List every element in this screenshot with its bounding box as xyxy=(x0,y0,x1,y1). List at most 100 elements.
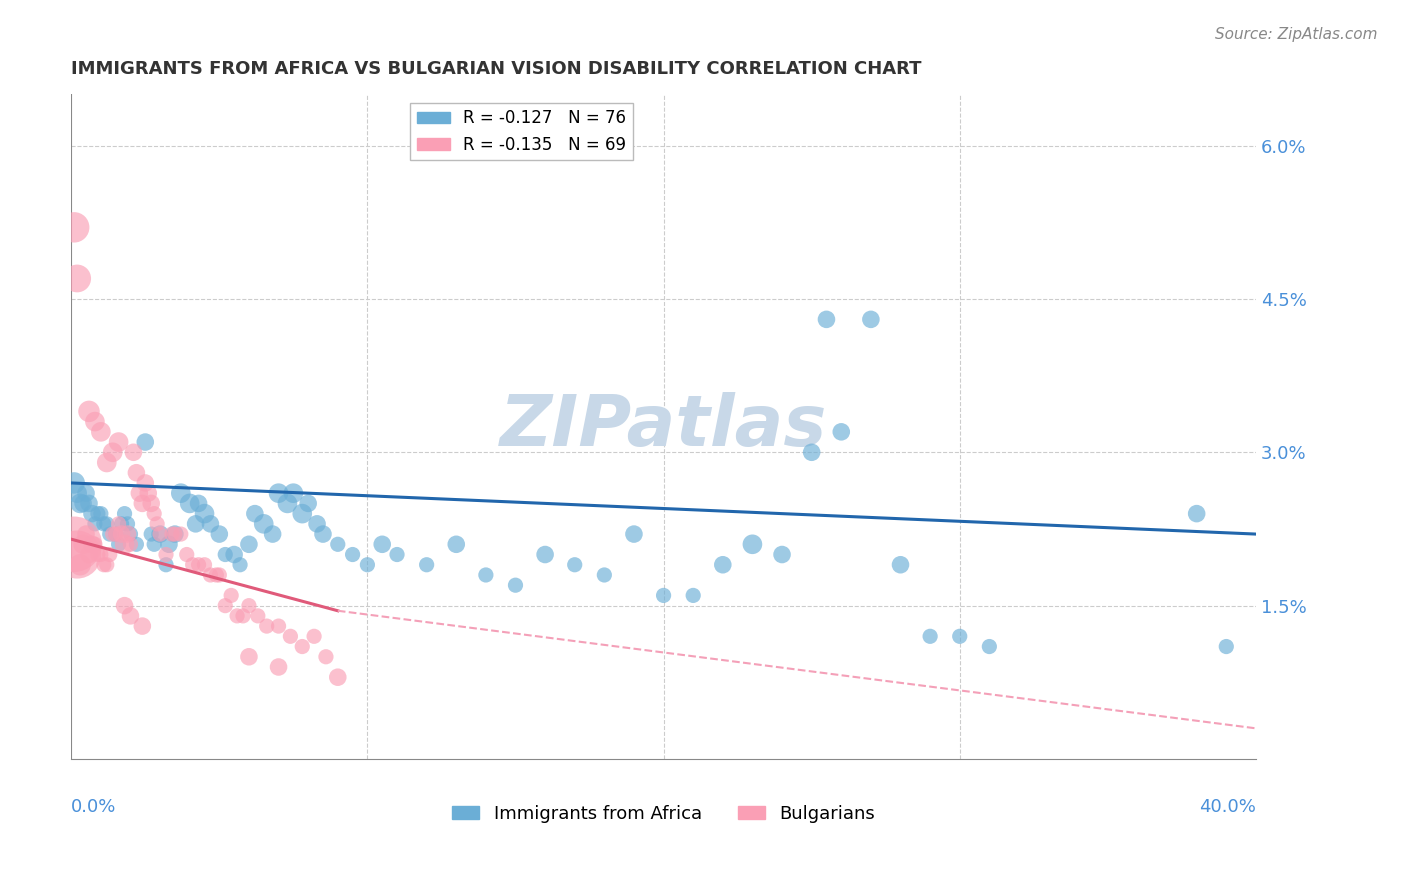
Point xyxy=(120,527,142,541)
Point xyxy=(256,619,278,633)
Point xyxy=(80,507,103,521)
Text: ZIPatlas: ZIPatlas xyxy=(501,392,827,461)
Point xyxy=(280,629,302,643)
Point xyxy=(87,507,110,521)
Point xyxy=(246,608,269,623)
Point xyxy=(226,608,249,623)
Point xyxy=(143,537,166,551)
Point xyxy=(77,496,100,510)
Point xyxy=(219,589,242,603)
Point xyxy=(84,537,107,551)
Point xyxy=(101,445,124,459)
Point xyxy=(114,507,136,521)
Point xyxy=(141,527,163,541)
Point xyxy=(283,486,305,500)
Point xyxy=(75,486,97,500)
Point xyxy=(131,619,153,633)
Point xyxy=(149,527,172,541)
Point xyxy=(104,527,127,541)
Point xyxy=(69,558,91,572)
Point xyxy=(385,548,408,562)
Point xyxy=(107,516,129,531)
Point xyxy=(564,558,586,572)
Point xyxy=(90,507,112,521)
Point xyxy=(120,608,142,623)
Point xyxy=(149,527,172,541)
Point xyxy=(146,516,169,531)
Point xyxy=(534,548,557,562)
Point xyxy=(623,527,645,541)
Point xyxy=(107,435,129,450)
Text: Source: ZipAtlas.com: Source: ZipAtlas.com xyxy=(1215,27,1378,42)
Point xyxy=(253,516,276,531)
Point xyxy=(179,496,201,510)
Point xyxy=(193,507,215,521)
Point xyxy=(107,537,129,551)
Point xyxy=(90,425,112,439)
Point xyxy=(1215,640,1237,654)
Point xyxy=(84,516,107,531)
Point xyxy=(267,660,290,674)
Point xyxy=(170,527,193,541)
Point xyxy=(75,527,97,541)
Point xyxy=(224,548,246,562)
Point xyxy=(114,537,136,551)
Point xyxy=(155,548,177,562)
Point xyxy=(208,568,231,582)
Point xyxy=(342,548,364,562)
Point xyxy=(96,516,118,531)
Point xyxy=(77,404,100,418)
Point xyxy=(66,271,89,285)
Point xyxy=(302,629,325,643)
Point xyxy=(238,599,260,613)
Point xyxy=(117,527,139,541)
Point xyxy=(889,558,911,572)
Point xyxy=(505,578,527,592)
Point xyxy=(1185,507,1208,521)
Point xyxy=(125,466,148,480)
Point xyxy=(307,516,329,531)
Point xyxy=(859,312,882,326)
Point xyxy=(84,415,107,429)
Point xyxy=(63,475,86,490)
Point xyxy=(69,496,91,510)
Point xyxy=(238,649,260,664)
Point xyxy=(815,312,838,326)
Point xyxy=(87,548,110,562)
Point xyxy=(114,599,136,613)
Point xyxy=(63,220,86,235)
Point xyxy=(184,516,207,531)
Point xyxy=(110,527,132,541)
Point xyxy=(682,589,704,603)
Point xyxy=(193,558,215,572)
Point xyxy=(187,496,209,510)
Point xyxy=(214,599,236,613)
Point xyxy=(356,558,378,572)
Point xyxy=(122,445,145,459)
Point xyxy=(315,649,337,664)
Point xyxy=(66,548,89,562)
Point xyxy=(131,496,153,510)
Point xyxy=(415,558,437,572)
Point xyxy=(205,568,228,582)
Point xyxy=(120,537,142,551)
Point xyxy=(181,558,204,572)
Point xyxy=(110,516,132,531)
Point xyxy=(134,435,156,450)
Point xyxy=(800,445,823,459)
Point xyxy=(312,527,335,541)
Point xyxy=(267,619,290,633)
Point xyxy=(593,568,616,582)
Point xyxy=(371,537,394,551)
Text: 0.0%: 0.0% xyxy=(72,798,117,816)
Point xyxy=(475,568,498,582)
Point xyxy=(326,537,349,551)
Point xyxy=(446,537,468,551)
Point xyxy=(101,527,124,541)
Point xyxy=(80,537,103,551)
Point xyxy=(63,537,86,551)
Point xyxy=(949,629,972,643)
Point xyxy=(155,558,177,572)
Point xyxy=(143,507,166,521)
Point xyxy=(96,558,118,572)
